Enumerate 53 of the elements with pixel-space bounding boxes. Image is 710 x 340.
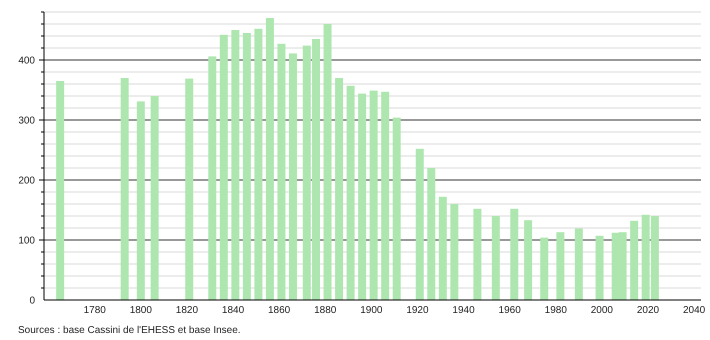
- y-tick-label: 0: [29, 296, 36, 306]
- x-tick-label: 2000: [590, 305, 614, 316]
- x-tick-label: 1980: [544, 305, 568, 316]
- bar: [510, 208, 518, 300]
- bar: [136, 101, 145, 300]
- y-tick-label: 100: [18, 236, 36, 246]
- x-tick-label: 1960: [498, 305, 522, 316]
- bar: [381, 92, 390, 300]
- x-tick-label: 1880: [314, 305, 337, 316]
- bar: [556, 232, 564, 300]
- bar: [335, 78, 344, 300]
- source-note: Sources : base Cassini de l'EHESS et base Insee.: [18, 325, 241, 336]
- bar: [346, 86, 355, 300]
- bar: [438, 196, 447, 300]
- bar: [208, 56, 216, 300]
- bar: [288, 53, 297, 300]
- bar: [150, 96, 159, 300]
- x-tick-label: 1920: [406, 305, 430, 316]
- x-tick-label: 1900: [360, 305, 383, 316]
- bar: [630, 220, 638, 300]
- x-tick-label: 2020: [636, 305, 660, 316]
- bar: [324, 24, 332, 300]
- bar: [427, 168, 436, 300]
- x-tick-label: 1800: [130, 305, 152, 316]
- x-tick-label: 2040: [682, 305, 706, 316]
- bar: [370, 90, 378, 300]
- y-tick-label: 300: [18, 116, 36, 126]
- bar: [574, 228, 583, 300]
- bar: [254, 28, 262, 300]
- bar: [450, 204, 458, 300]
- bar: [524, 220, 532, 300]
- y-tick-label: 200: [18, 176, 36, 186]
- bar: [231, 30, 240, 300]
- bar: [120, 78, 129, 300]
- bar: [358, 94, 366, 300]
- bar: [540, 238, 548, 300]
- bar: [220, 34, 228, 300]
- x-tick-label: 1860: [268, 305, 291, 316]
- bar: [392, 118, 401, 300]
- bar: [242, 33, 251, 300]
- bar: [185, 78, 194, 300]
- x-tick-label: 1820: [176, 305, 198, 316]
- bar: [277, 44, 286, 300]
- x-tick-label: 1840: [222, 305, 245, 316]
- x-tick-label: 1940: [452, 305, 476, 316]
- bar: [473, 208, 482, 300]
- bar: [596, 236, 604, 300]
- bar: [416, 148, 424, 300]
- y-tick-label: 400: [18, 56, 36, 66]
- bar: [492, 216, 500, 300]
- bar: [266, 18, 274, 300]
- bar: [56, 81, 64, 300]
- x-tick-label: 1780: [84, 305, 106, 316]
